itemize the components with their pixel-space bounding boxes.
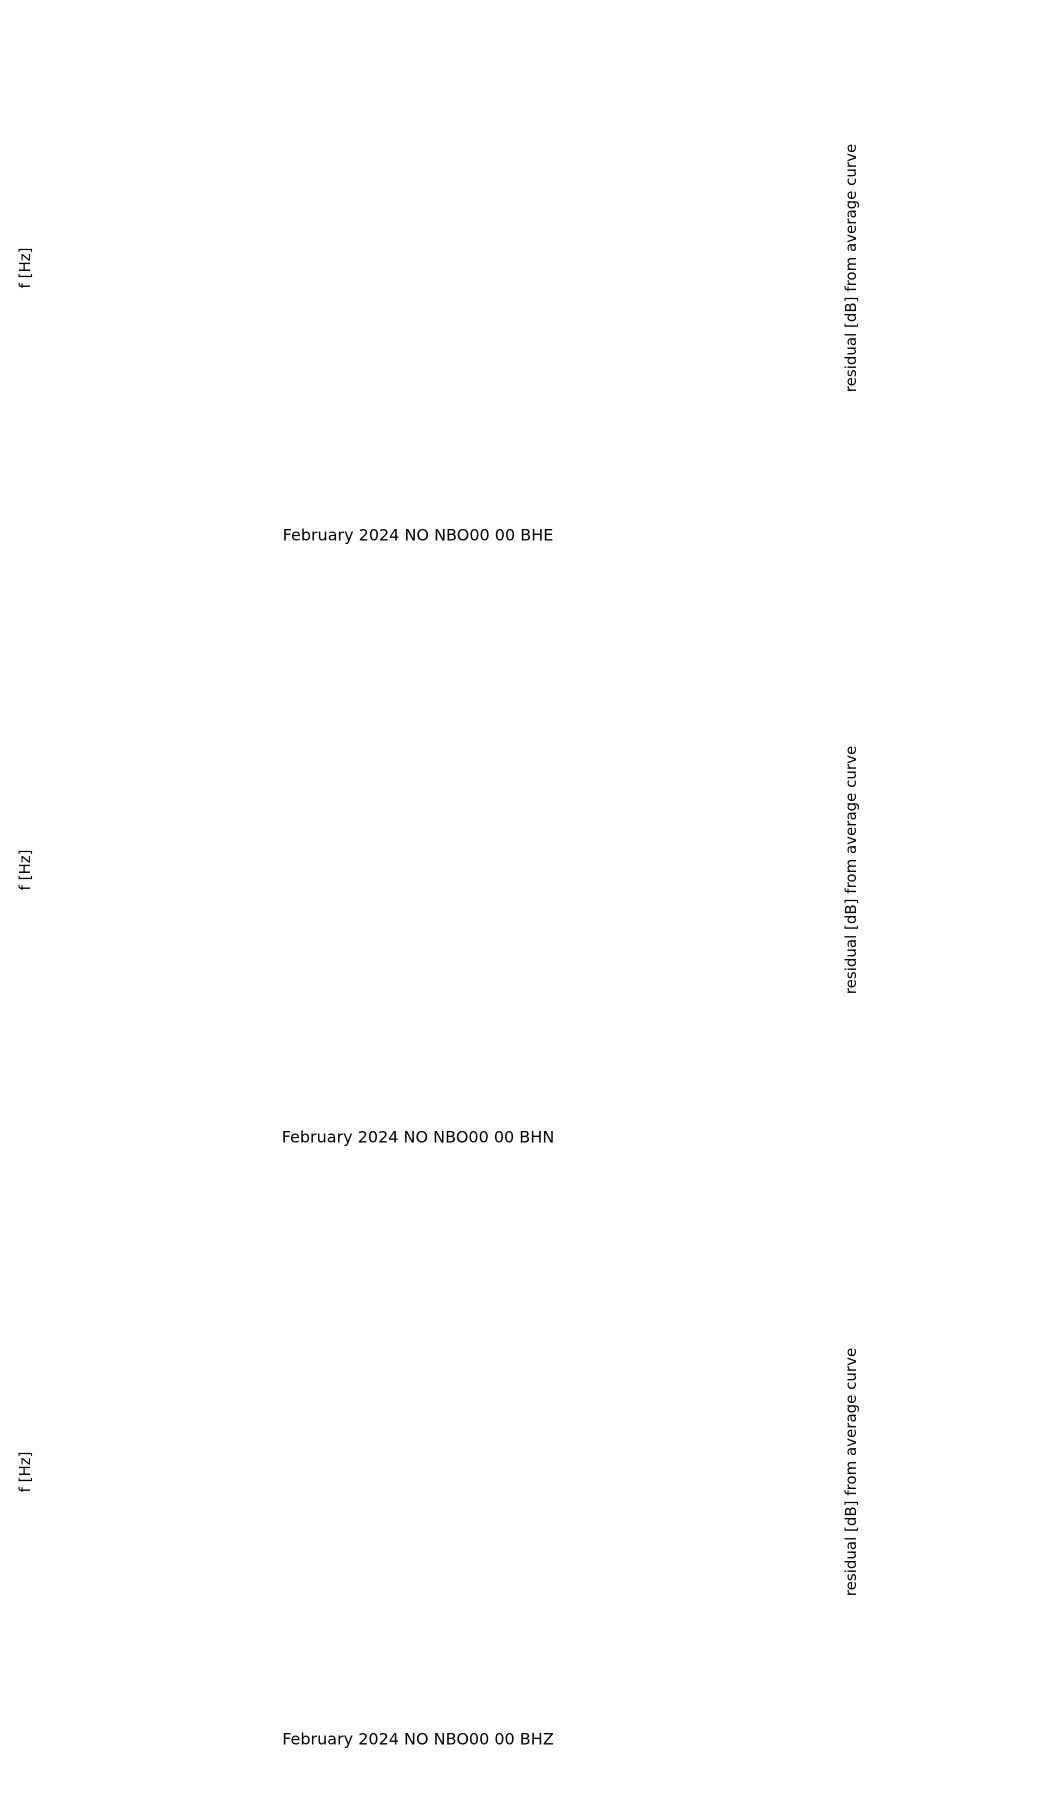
spectrogram-panel-bhn: f [Hz] February 2024 NO NBO00 00 BHN res… [0,602,1052,1204]
axis-title: February 2024 NO NBO00 00 BHZ [282,1729,554,1749]
spectrogram-heatmap [100,37,737,500]
y-axis-label: f [Hz] [16,247,34,289]
spectrogram-panel-bhe: f [Hz] February 2024 NO NBO00 00 BHE res… [0,0,1052,602]
y-axis-label: f [Hz] [16,1451,34,1493]
spectrogram-heatmap [100,639,737,1102]
colorbar [770,37,799,500]
colorbar-label: residual [dB] from average curve [842,1347,860,1597]
colorbar-label: residual [dB] from average curve [842,745,860,995]
colorbar-label: residual [dB] from average curve [842,143,860,393]
axis-title: February 2024 NO NBO00 00 BHE [282,525,554,545]
colorbar [770,1241,799,1704]
colorbar [770,639,799,1102]
y-axis-label: f [Hz] [16,849,34,891]
spectrogram-heatmap [100,1241,737,1704]
axis-title: February 2024 NO NBO00 00 BHN [281,1127,555,1147]
spectrogram-panel-bhz: f [Hz] February 2024 NO NBO00 00 BHZ res… [0,1204,1052,1806]
